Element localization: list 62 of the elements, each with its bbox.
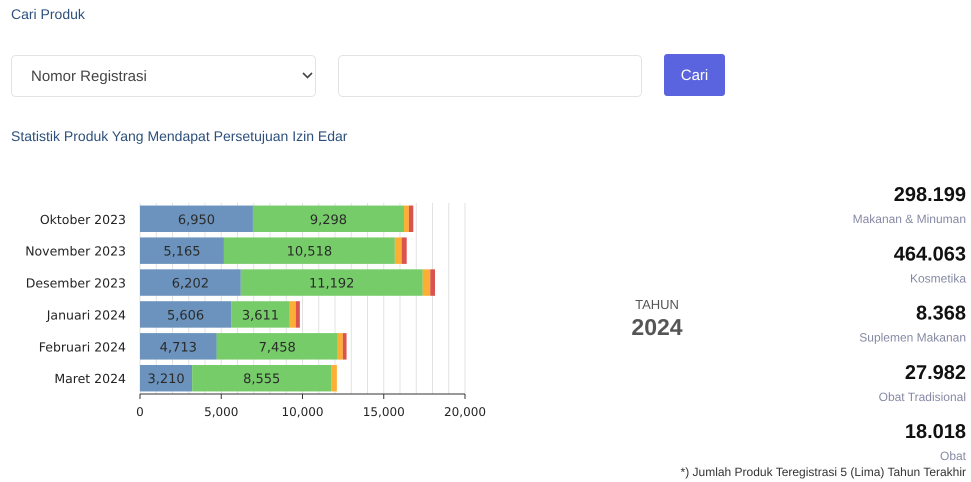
bar xyxy=(296,301,300,328)
bar xyxy=(252,206,404,232)
bar xyxy=(224,237,395,264)
x-tick-label: 20,000 xyxy=(444,405,486,419)
text: Obat xyxy=(940,449,967,464)
bar xyxy=(140,333,217,360)
y-tick-label: Januari 2024 xyxy=(46,307,126,322)
y-tick-label: Februari 2024 xyxy=(38,339,126,354)
data-label: 5,165 xyxy=(163,244,201,260)
bar xyxy=(404,206,409,232)
y-tick-label: Maret 2024 xyxy=(54,371,126,386)
text: *) Jumlah Produk Teregistrasi 5 (Lima) Tahun Terakhir xyxy=(680,465,966,479)
text: 2024 xyxy=(631,314,683,340)
bar xyxy=(394,237,402,264)
text: TAHUN xyxy=(635,297,679,312)
data-label: 8,555 xyxy=(243,372,280,388)
data-label: 10,518 xyxy=(286,244,332,260)
dropdown-field: Nomor Registrasi xyxy=(11,55,316,97)
text: Cari Produk xyxy=(11,6,86,22)
chart-title: Statistik Produk Yang Mendapat Persetujuan Izin Edar xyxy=(11,128,348,144)
data-label: 3,611 xyxy=(242,308,280,324)
x-tick-label: 0 xyxy=(136,405,144,419)
data-label: 7,458 xyxy=(258,340,296,356)
data-label: 6,950 xyxy=(178,212,216,228)
y-tick-label: November 2023 xyxy=(25,244,126,259)
data-label: 5,606 xyxy=(166,308,204,324)
data-label: 11,192 xyxy=(308,276,354,292)
bar xyxy=(140,269,241,296)
x-tick-label: 10,000 xyxy=(282,405,324,419)
text: 8.368 xyxy=(916,302,966,325)
text: Makanan & Minuman xyxy=(852,212,966,226)
data-label: 3,210 xyxy=(147,372,185,388)
y-tick-label: Oktober 2023 xyxy=(40,212,126,227)
bar xyxy=(140,206,253,232)
text: 27.982 xyxy=(904,362,966,384)
y-tick-label: Desember 2023 xyxy=(26,276,126,291)
bar xyxy=(331,364,337,392)
text: 18.018 xyxy=(904,421,966,444)
text: 298.199 xyxy=(894,184,966,206)
bar xyxy=(192,364,332,392)
text: Obat Tradisional xyxy=(878,390,966,404)
bar xyxy=(342,333,347,360)
bar xyxy=(231,301,290,328)
text: 464.063 xyxy=(894,243,966,266)
bar xyxy=(240,269,423,296)
data-label: 4,713 xyxy=(160,340,197,356)
bar xyxy=(338,333,343,360)
bar xyxy=(430,269,436,296)
bar xyxy=(140,301,232,328)
search-button: Cari xyxy=(664,54,725,96)
bar xyxy=(140,237,224,264)
x-tick-label: 5,000 xyxy=(204,405,238,419)
x-tick-label: 15,000 xyxy=(362,405,405,419)
bar xyxy=(408,206,414,232)
bar xyxy=(422,269,430,296)
text: Suplemen Makanan xyxy=(859,330,966,345)
bar xyxy=(216,333,338,360)
bar xyxy=(290,301,296,328)
text: Kosmetika xyxy=(910,271,966,286)
bar xyxy=(402,237,407,264)
data-label: 6,202 xyxy=(172,276,209,292)
data-label: 9,298 xyxy=(310,212,348,228)
